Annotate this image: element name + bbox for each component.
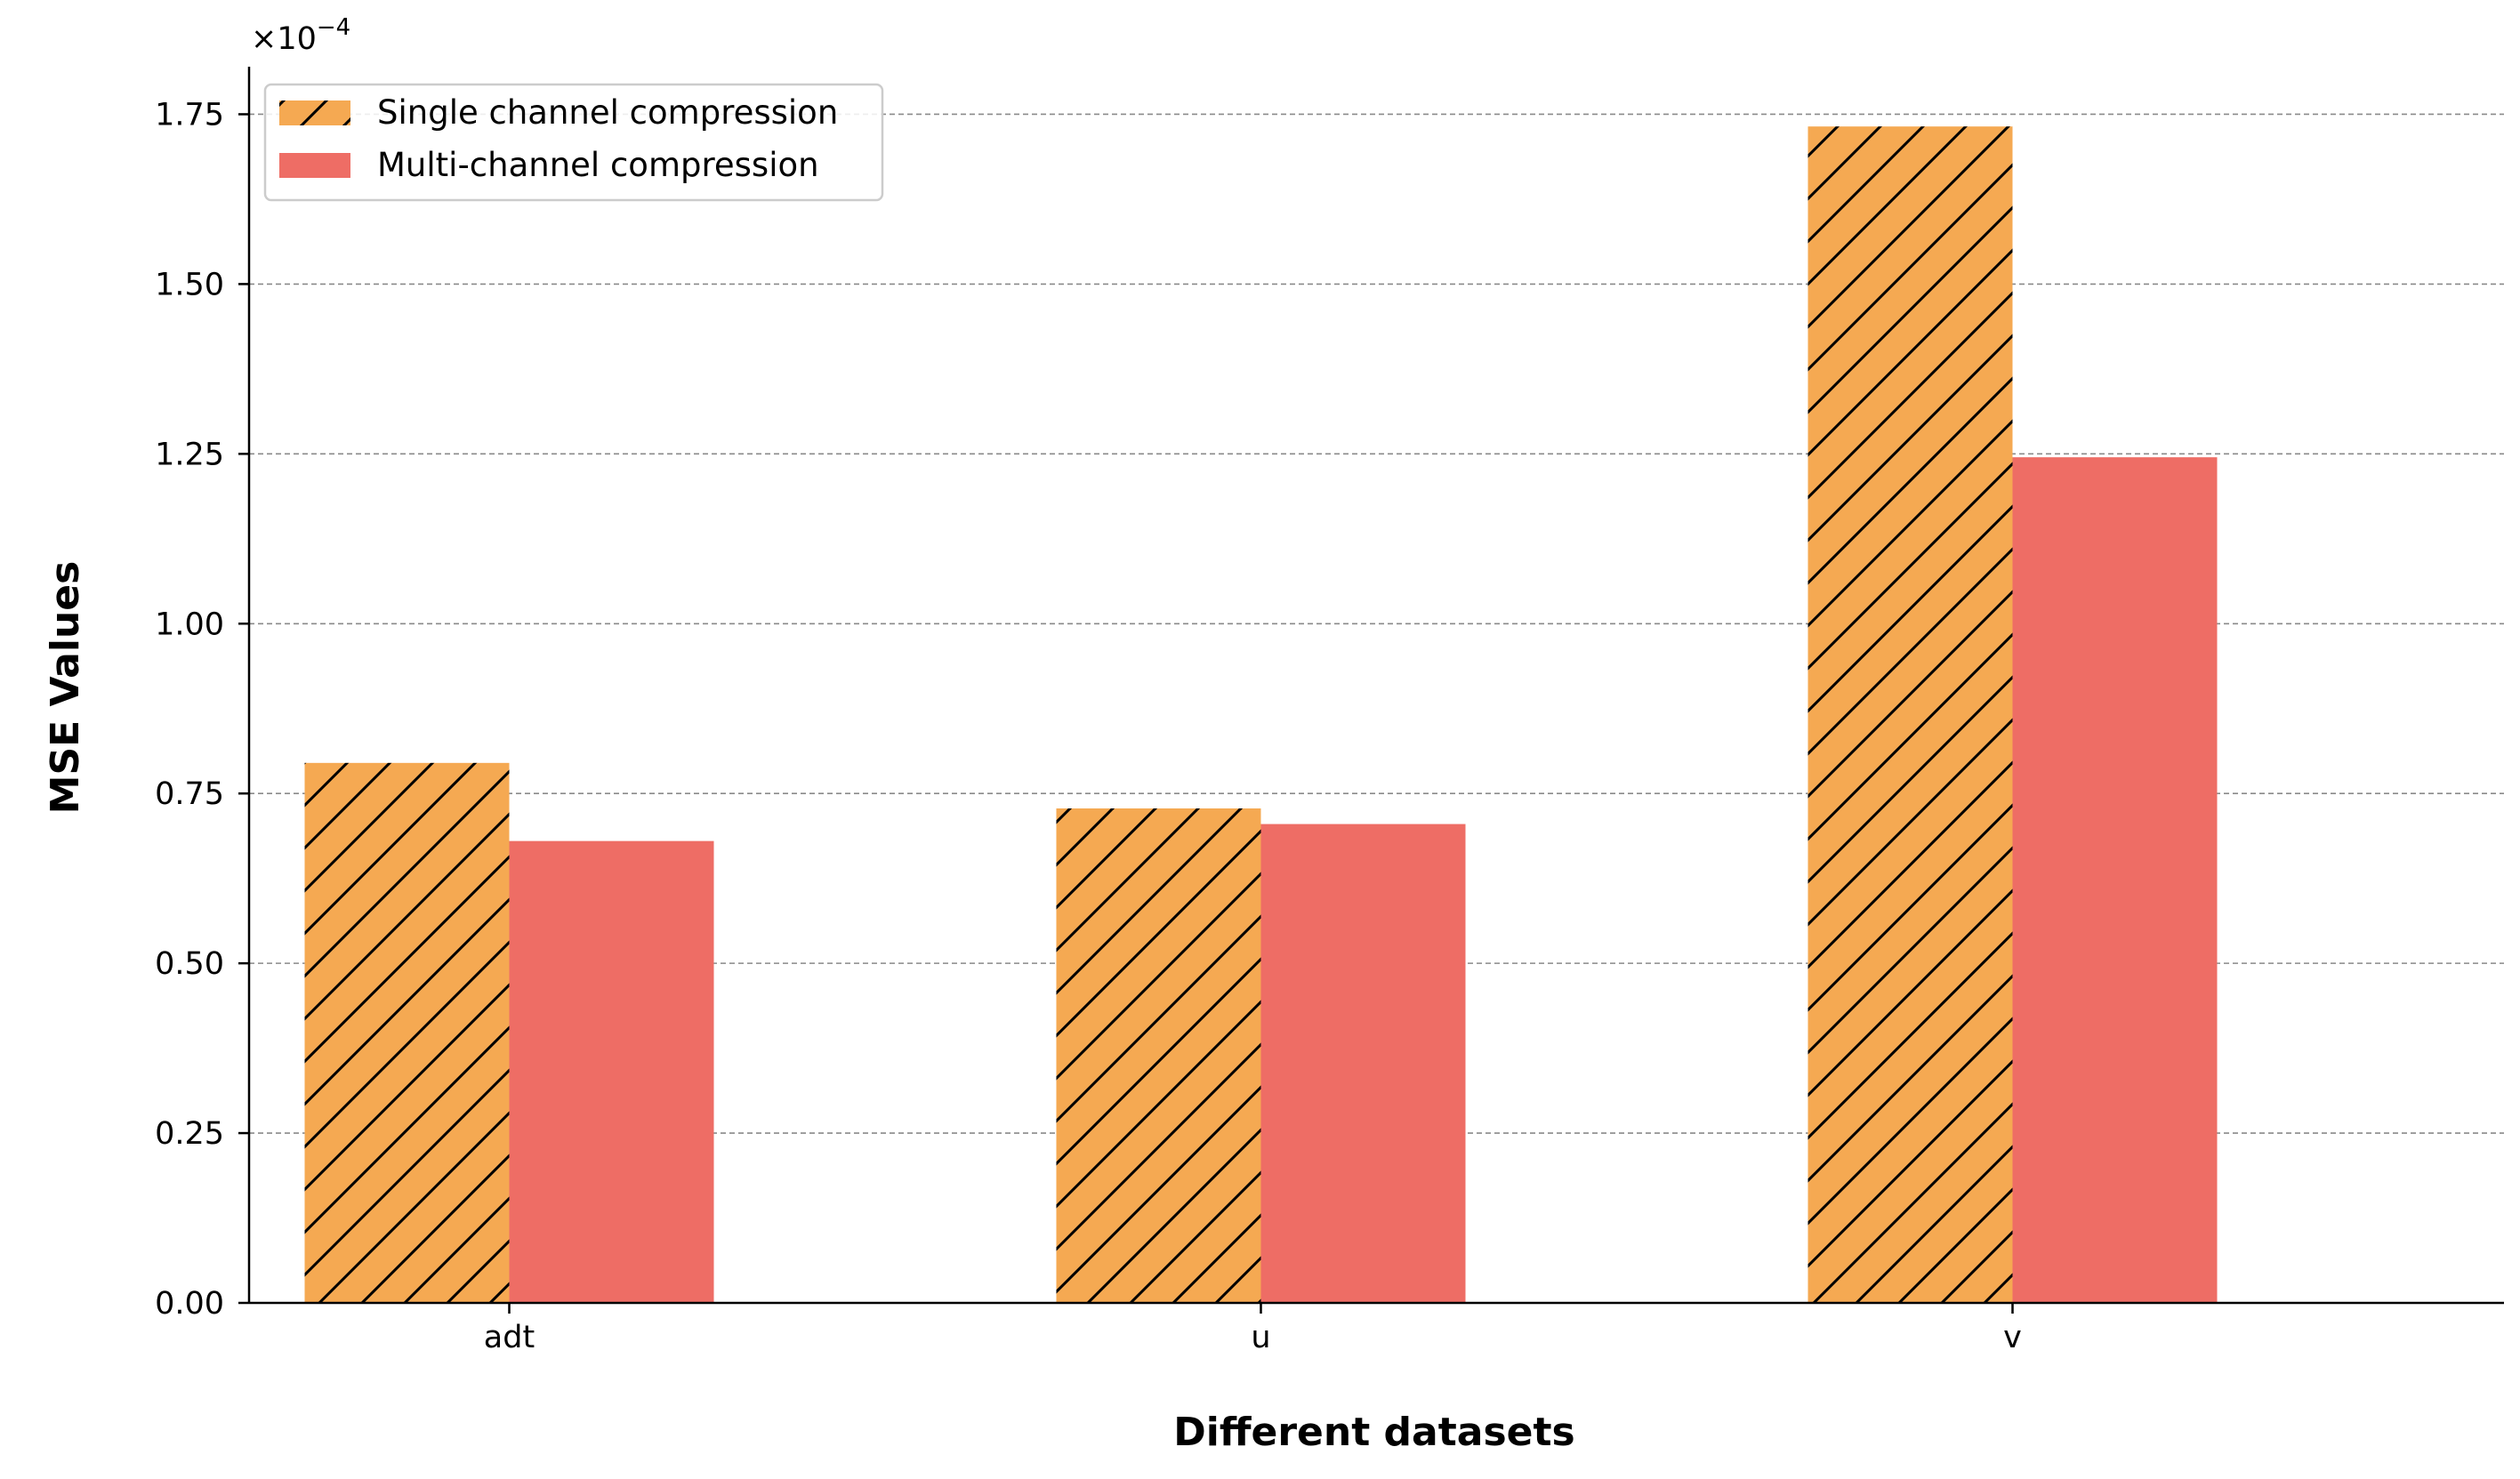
y-tick-label: 1.25 — [155, 437, 224, 472]
y-ticks: 0.00 0.25 0.50 0.75 1.00 1.25 1.50 1.75 — [155, 97, 249, 1322]
bar-hatch-single-channel-compression-adt — [304, 762, 510, 1303]
y-tick-label: 1.00 — [155, 607, 224, 642]
x-tick-label: u — [1251, 1320, 1270, 1355]
y-tick-label: 1.50 — [155, 267, 224, 302]
legend-swatch-single-channel-hatch — [279, 100, 350, 125]
legend-swatch-multi-channel — [279, 153, 350, 178]
legend: Single channel compression Multi-channel… — [263, 83, 884, 202]
legend-label-multi-channel: Multi-channel compression — [377, 146, 819, 184]
y-axis-offset-label: ×10−4 — [251, 14, 350, 57]
y-tick-label: 0.00 — [155, 1286, 224, 1322]
legend-label-single-channel: Single channel compression — [377, 93, 838, 132]
bar-hatch-single-channel-compression-v — [1807, 126, 2013, 1304]
axes — [247, 67, 2504, 1305]
x-tick-label: v — [2003, 1320, 2022, 1355]
y-axis-offset-base: ×10 — [251, 21, 317, 57]
y-tick-label: 1.75 — [155, 97, 224, 133]
x-tick-label: adt — [484, 1320, 535, 1355]
y-tick-label: 0.25 — [155, 1116, 224, 1152]
y-axis-title: MSE Values — [43, 561, 88, 815]
bar-hatch-single-channel-compression-u — [1056, 808, 1261, 1303]
bars — [304, 126, 2218, 1304]
bar-multi-channel-compression-v — [2012, 457, 2218, 1303]
y-axis-offset-exponent: −4 — [317, 14, 350, 41]
y-tick-label: 0.75 — [155, 776, 224, 812]
bar-multi-channel-compression-adt — [509, 840, 714, 1303]
bar-multi-channel-compression-u — [1260, 824, 1466, 1303]
legend-frame — [263, 83, 884, 202]
y-tick-label: 0.50 — [155, 946, 224, 982]
x-ticks: adt u v — [484, 1303, 2022, 1355]
x-axis-title: Different datasets — [1173, 1410, 1574, 1455]
